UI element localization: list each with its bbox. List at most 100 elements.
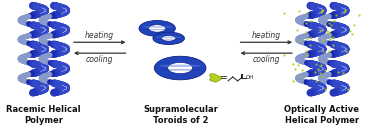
- Point: [318, 30, 324, 32]
- Point: [61, 26, 67, 29]
- Point: [343, 28, 349, 31]
- Point: [318, 69, 324, 71]
- Point: [41, 49, 47, 51]
- Point: [342, 47, 349, 49]
- Point: [318, 10, 324, 13]
- Point: [37, 25, 43, 28]
- Point: [62, 46, 68, 48]
- Point: [316, 89, 322, 91]
- Point: [38, 26, 44, 28]
- Point: [40, 65, 46, 68]
- Point: [63, 47, 69, 50]
- Point: [61, 88, 67, 90]
- Point: [59, 6, 65, 8]
- Point: [42, 86, 48, 88]
- Point: [318, 46, 324, 48]
- Point: [342, 8, 348, 10]
- Point: [317, 50, 323, 52]
- Point: [335, 71, 341, 73]
- Point: [40, 7, 46, 9]
- Point: [63, 86, 69, 88]
- Point: [316, 84, 322, 86]
- Point: [319, 86, 325, 88]
- Point: [342, 48, 349, 51]
- Point: [318, 65, 324, 67]
- Point: [341, 7, 347, 10]
- Point: [320, 48, 326, 50]
- Point: [315, 89, 321, 91]
- Point: [320, 67, 326, 69]
- Point: [38, 50, 44, 52]
- Point: [62, 30, 68, 32]
- Point: [319, 9, 325, 11]
- Point: [315, 12, 321, 14]
- Point: [38, 89, 44, 91]
- Point: [319, 30, 325, 32]
- Point: [61, 7, 67, 9]
- Point: [62, 8, 68, 10]
- Point: [40, 7, 46, 9]
- Point: [342, 68, 348, 70]
- Point: [281, 12, 287, 14]
- Point: [338, 50, 344, 52]
- Point: [63, 68, 69, 70]
- Point: [63, 66, 69, 69]
- Point: [38, 11, 44, 14]
- Point: [62, 30, 68, 32]
- Point: [42, 86, 48, 88]
- Point: [319, 85, 325, 88]
- Point: [39, 50, 45, 52]
- Point: [319, 8, 325, 10]
- Point: [60, 50, 67, 52]
- Point: [41, 85, 47, 87]
- Point: [347, 30, 353, 32]
- Point: [342, 10, 349, 12]
- Point: [61, 69, 67, 71]
- Point: [59, 70, 65, 72]
- Point: [59, 89, 65, 91]
- Point: [295, 64, 301, 66]
- Point: [339, 65, 345, 67]
- Point: [307, 44, 313, 46]
- Point: [342, 9, 349, 11]
- Point: [316, 69, 322, 72]
- Point: [42, 28, 48, 30]
- Point: [319, 29, 325, 31]
- Point: [319, 10, 325, 12]
- Point: [297, 38, 303, 41]
- Point: [62, 85, 68, 87]
- Point: [339, 70, 345, 72]
- Point: [316, 26, 322, 28]
- Point: [318, 46, 324, 48]
- Point: [315, 84, 321, 86]
- Text: Racemic Helical
Polymer: Racemic Helical Polymer: [6, 105, 81, 125]
- Point: [60, 69, 66, 72]
- Point: [340, 46, 346, 48]
- Point: [313, 80, 319, 82]
- Point: [303, 50, 309, 52]
- Point: [60, 84, 66, 86]
- Text: heating: heating: [85, 31, 114, 40]
- Point: [62, 65, 68, 68]
- Point: [39, 45, 45, 48]
- Point: [342, 9, 349, 11]
- Point: [316, 45, 322, 48]
- Point: [63, 87, 69, 89]
- Point: [60, 50, 66, 52]
- Point: [42, 67, 48, 69]
- Point: [42, 47, 48, 50]
- Point: [319, 68, 325, 70]
- Point: [318, 84, 324, 87]
- Point: [42, 48, 48, 50]
- Point: [63, 86, 69, 89]
- Point: [313, 63, 319, 66]
- Point: [316, 84, 322, 86]
- Point: [42, 8, 48, 11]
- Point: [62, 46, 68, 49]
- Point: [342, 88, 348, 90]
- Point: [62, 27, 68, 29]
- Point: [341, 46, 347, 48]
- Point: [342, 29, 349, 31]
- Point: [342, 68, 348, 70]
- Point: [40, 30, 46, 32]
